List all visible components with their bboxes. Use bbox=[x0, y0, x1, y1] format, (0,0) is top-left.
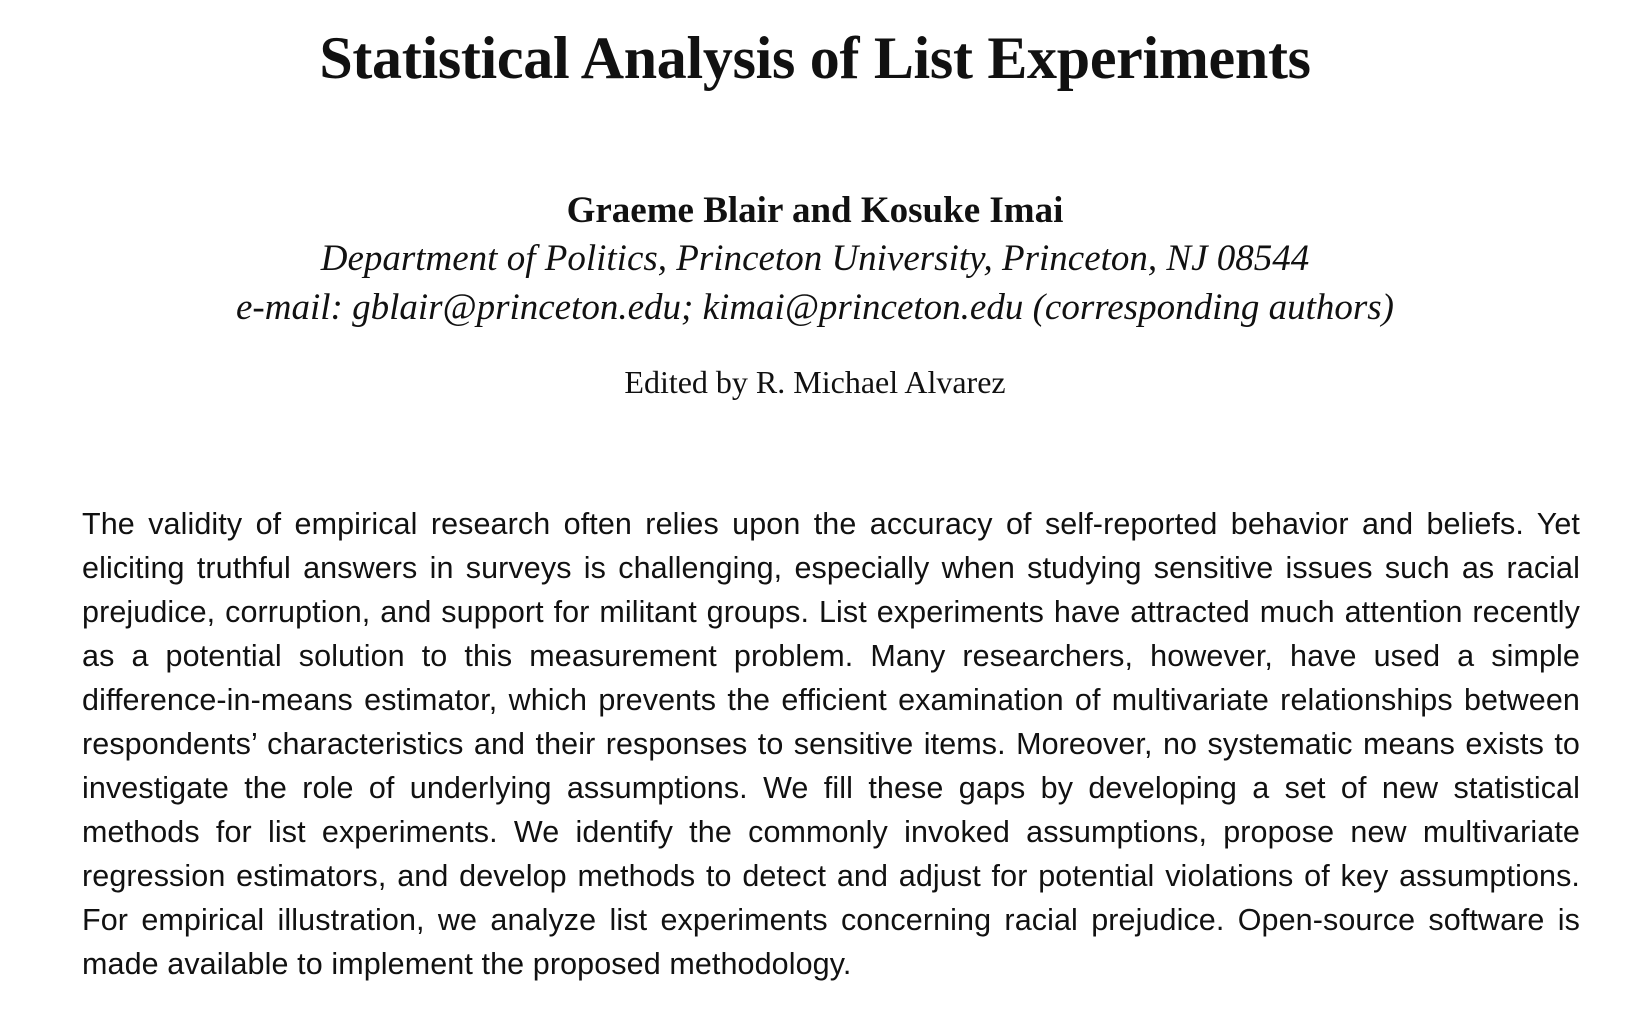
paper-title: Statistical Analysis of List Experiments bbox=[319, 25, 1311, 91]
editor-line: Edited by R. Michael Alvarez bbox=[624, 364, 1006, 400]
author-affiliation: Department of Politics, Princeton Univer… bbox=[320, 238, 1310, 279]
author-names: Graeme Blair and Kosuke Imai bbox=[566, 190, 1064, 231]
abstract-text: The validity of empirical research often… bbox=[82, 507, 1580, 981]
author-email: e-mail: gblair@princeton.edu; kimai@prin… bbox=[235, 287, 1395, 328]
